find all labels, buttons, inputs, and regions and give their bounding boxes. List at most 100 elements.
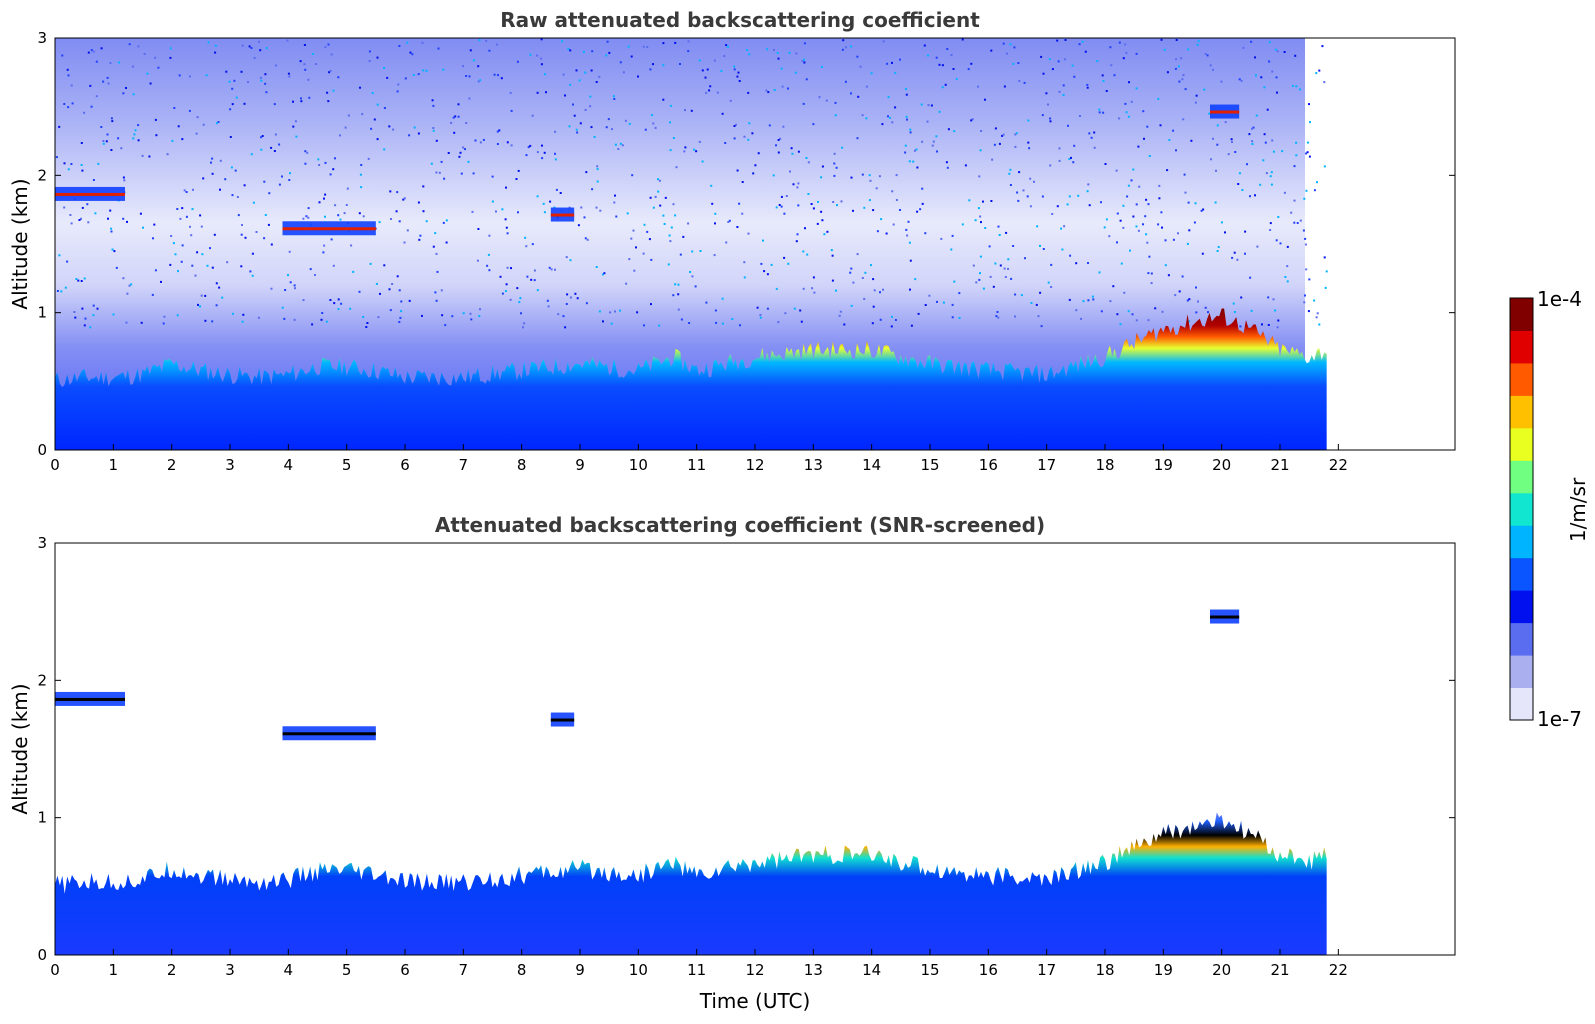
- noise-speck: [1204, 52, 1207, 55]
- colorbar-segment: [1510, 687, 1533, 721]
- colorbar-scale: [1510, 298, 1533, 721]
- noise-speck: [802, 102, 805, 105]
- noise-speck: [554, 158, 557, 161]
- noise-speck: [716, 91, 719, 94]
- noise-speck: [675, 166, 678, 169]
- noise-speck: [890, 325, 893, 328]
- y-tick-label: 1: [37, 809, 47, 827]
- noise-speck: [1272, 150, 1275, 153]
- noise-speck: [714, 212, 717, 215]
- x-tick-label: 9: [575, 961, 585, 979]
- noise-speck: [333, 302, 336, 305]
- noise-speck: [743, 276, 746, 279]
- noise-speck: [998, 234, 1001, 236]
- noise-speck: [562, 73, 565, 76]
- noise-speck: [1216, 250, 1219, 252]
- noise-speck: [1100, 310, 1103, 313]
- noise-speck: [797, 150, 800, 153]
- noise-speck: [398, 289, 401, 292]
- noise-speck: [1060, 227, 1063, 230]
- noise-speck: [1157, 223, 1160, 226]
- noise-speck: [265, 47, 268, 50]
- noise-speck: [202, 177, 205, 180]
- noise-speck: [996, 311, 999, 313]
- noise-speck: [303, 44, 306, 46]
- noise-speck: [635, 246, 637, 249]
- noise-speck: [803, 61, 806, 64]
- noise-speck: [669, 121, 671, 124]
- noise-speck: [733, 125, 736, 127]
- noise-speck: [926, 120, 929, 123]
- noise-speck: [916, 210, 919, 213]
- noise-speck: [940, 237, 943, 240]
- noise-speck: [283, 317, 286, 320]
- top-panel: Raw attenuated backscattering coefficien…: [8, 8, 1456, 474]
- noise-speck: [715, 321, 718, 324]
- noise-speck: [850, 176, 853, 179]
- x-tick-label: 22: [1329, 456, 1348, 474]
- noise-speck: [935, 135, 938, 138]
- noise-speck: [1262, 159, 1265, 162]
- noise-speck: [772, 48, 775, 51]
- noise-speck: [440, 160, 443, 163]
- elevated-layer-core: [550, 213, 575, 217]
- noise-speck: [1093, 146, 1096, 149]
- noise-speck: [1272, 298, 1275, 301]
- noise-speck: [1263, 133, 1266, 136]
- noise-speck: [1254, 56, 1256, 59]
- noise-speck: [651, 114, 654, 117]
- noise-speck: [86, 203, 89, 206]
- noise-speck: [713, 254, 716, 257]
- noise-speck: [312, 53, 314, 55]
- x-tick-label: 11: [687, 456, 706, 474]
- noise-speck: [691, 275, 694, 278]
- noise-speck: [1071, 64, 1074, 67]
- x-tick-label: 9: [575, 456, 585, 474]
- noise-speck: [947, 128, 950, 131]
- noise-speck: [302, 299, 305, 302]
- noise-speck: [152, 237, 154, 240]
- noise-speck: [1172, 129, 1175, 132]
- noise-speck: [1135, 319, 1138, 322]
- noise-speck: [510, 144, 513, 147]
- noise-speck: [185, 191, 188, 193]
- noise-speck: [87, 51, 90, 54]
- noise-speck: [1128, 81, 1130, 84]
- noise-speck: [892, 223, 895, 226]
- x-tick-label: 16: [979, 961, 998, 979]
- noise-speck: [1105, 218, 1108, 221]
- noise-speck: [368, 50, 371, 53]
- noise-speck: [1078, 43, 1081, 46]
- noise-speck: [540, 63, 543, 66]
- noise-speck: [614, 310, 616, 313]
- x-tick-label: 4: [284, 961, 294, 979]
- noise-speck: [288, 179, 291, 181]
- noise-speck: [371, 92, 374, 94]
- noise-speck: [1049, 117, 1052, 120]
- noise-speck: [683, 150, 686, 153]
- noise-speck: [1005, 52, 1008, 55]
- noise-speck: [90, 49, 93, 52]
- noise-speck: [614, 194, 616, 197]
- noise-speck: [1274, 48, 1277, 51]
- noise-speck: [672, 203, 675, 206]
- noise-speck: [1293, 165, 1296, 168]
- noise-speck: [467, 160, 470, 163]
- y-tick-label: 3: [37, 534, 47, 552]
- top-heatmap: [55, 38, 1328, 450]
- noise-speck: [1075, 262, 1078, 265]
- noise-speck: [698, 59, 701, 62]
- noise-speck: [811, 287, 814, 290]
- noise-speck: [631, 174, 634, 177]
- colorbar-max-label: 1e-4: [1537, 287, 1582, 311]
- noise-speck: [549, 200, 552, 203]
- colorbar-segment: [1510, 557, 1533, 591]
- noise-speck: [820, 210, 823, 213]
- noise-speck: [820, 66, 823, 68]
- noise-speck: [1013, 46, 1016, 49]
- noise-speck: [982, 200, 984, 203]
- colorbar-segment: [1510, 460, 1533, 494]
- noise-speck: [951, 303, 954, 306]
- noise-speck: [1075, 309, 1078, 312]
- noise-speck: [1259, 183, 1262, 186]
